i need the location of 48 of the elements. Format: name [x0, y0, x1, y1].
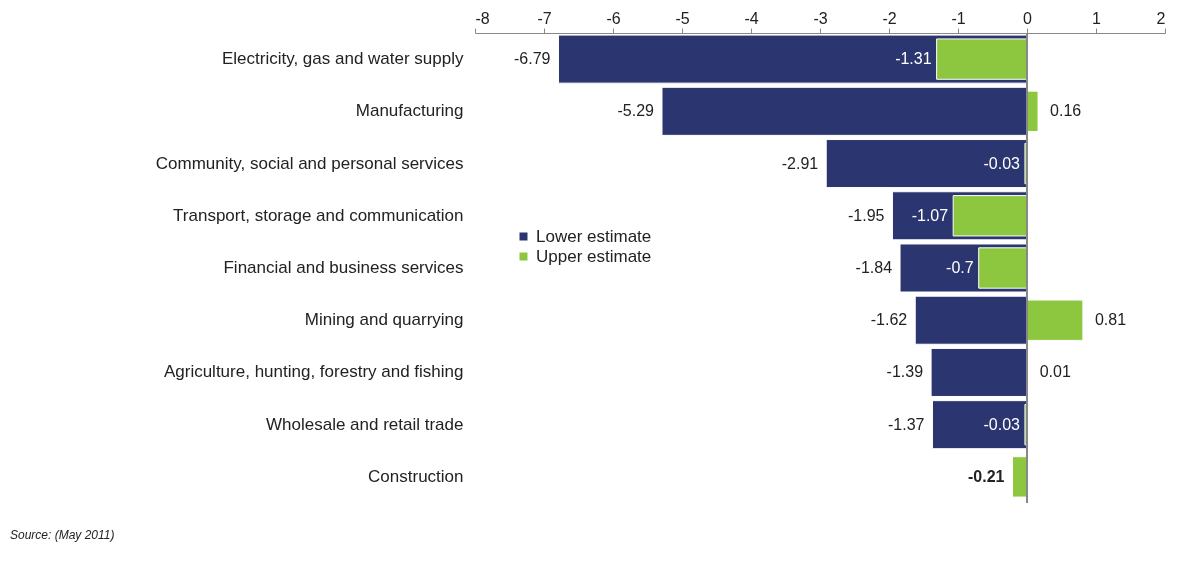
bar	[930, 347, 1028, 397]
data-label: -1.62	[870, 311, 908, 329]
bar	[1026, 90, 1039, 133]
y-tick-label: Community, social and personal services	[155, 153, 464, 173]
y-tick-label: Electricity, gas and water supply	[221, 49, 464, 69]
legend-label: Upper estimate	[536, 246, 652, 266]
data-label: 0.01	[1039, 363, 1071, 381]
bar	[931, 400, 1028, 450]
data-label: -1.07	[911, 206, 949, 224]
source-note: Source: (May 2011)	[10, 528, 115, 542]
bar	[914, 295, 1028, 345]
x-tick-label: -4	[744, 9, 759, 27]
data-label: 0.16	[1050, 102, 1082, 120]
x-tick-label: 2	[1156, 9, 1166, 27]
x-tick-label: -6	[606, 9, 621, 27]
data-label: -1.95	[847, 206, 885, 224]
data-label: -1.39	[886, 363, 924, 381]
y-tick-label: Mining and quarrying	[304, 310, 464, 330]
data-label: -5.29	[617, 102, 655, 120]
x-tick-label: -3	[813, 9, 828, 27]
y-tick-label: Agriculture, hunting, forestry and fishing	[163, 362, 464, 382]
bar	[825, 139, 1028, 189]
x-tick-label: -8	[475, 9, 490, 27]
data-label: -0.03	[983, 154, 1021, 172]
data-label: -6.79	[514, 50, 551, 68]
bar	[1026, 299, 1084, 341]
data-label: -1.31	[895, 50, 932, 68]
y-tick-label: Manufacturing	[355, 101, 464, 121]
x-tick-label: 1	[1092, 9, 1102, 27]
data-label: 0.81	[1094, 311, 1127, 329]
x-tick-label: -1	[951, 9, 966, 27]
data-label: -0.21	[968, 467, 1005, 485]
y-tick-label: Wholesale and retail trade	[265, 414, 464, 434]
bar	[1012, 456, 1028, 498]
legend-label: Lower estimate	[536, 226, 652, 246]
data-label: -1.37	[888, 415, 925, 433]
data-label: -1.84	[855, 259, 893, 276]
data-label: -0.03	[983, 415, 1021, 433]
y-tick-label: Transport, storage and communication	[173, 205, 464, 225]
x-tick-label: 0	[1023, 9, 1033, 27]
bar	[661, 86, 1028, 136]
data-label: -0.7	[946, 259, 974, 276]
y-tick-label: Financial and business services	[223, 258, 464, 277]
x-tick-label: -7	[537, 9, 552, 27]
data-label: -2.91	[781, 154, 819, 172]
x-tick-label: -2	[882, 9, 897, 27]
y-tick-label: Construction	[368, 466, 464, 486]
x-tick-label: -5	[675, 9, 690, 27]
